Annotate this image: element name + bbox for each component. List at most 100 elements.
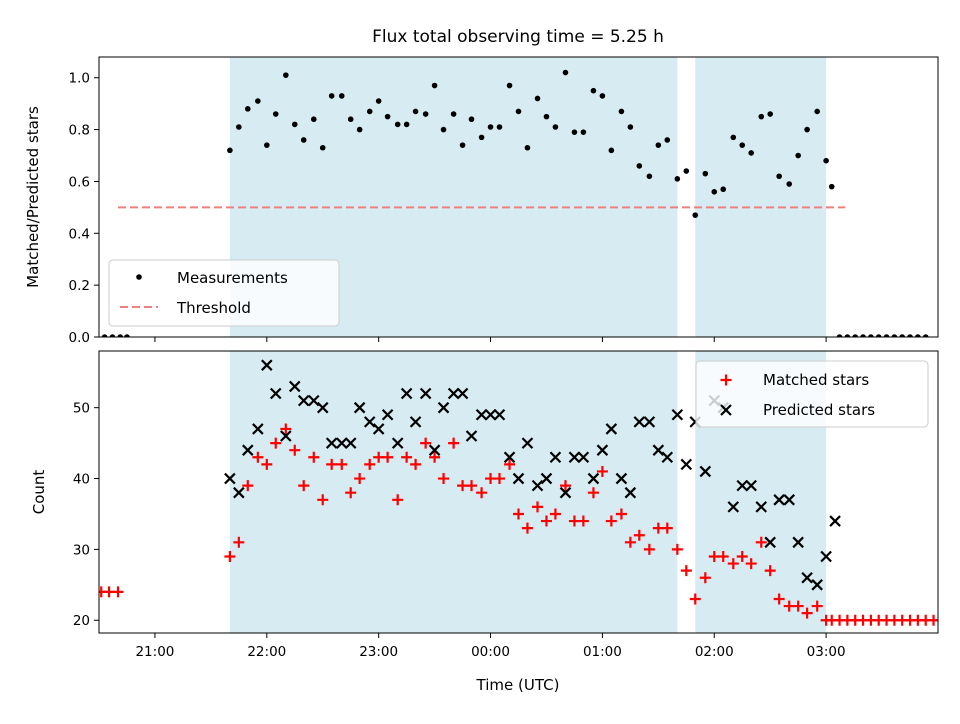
measurements-point: [899, 334, 906, 337]
measurements-point: [109, 334, 116, 337]
measurements-point: [922, 334, 929, 337]
matched-stars-point: [532, 501, 544, 513]
measurements-point: [300, 137, 307, 143]
matched-stars-point: [699, 572, 711, 584]
xtick-label: 22:00: [247, 644, 286, 660]
bottom-ylabel: Count: [30, 470, 48, 515]
top-axes-frame: [98, 56, 939, 338]
xtick-label: 21:00: [135, 644, 174, 660]
matched-stars-point: [671, 543, 683, 555]
matched-stars-point: [233, 536, 245, 548]
measurements-point: [347, 116, 354, 123]
predicted-stars-point: [456, 387, 469, 400]
matched-stars-point: [261, 458, 273, 470]
predicted-stars-point: [661, 451, 674, 464]
predicted-stars-point: [316, 401, 329, 414]
measurements-point: [907, 334, 913, 337]
top-ylabel: Matched/Predicted stars: [24, 106, 42, 288]
bottom-ytick-label: 30: [73, 542, 90, 558]
predicted-stars-point: [484, 408, 497, 421]
top-ytick-label: 0.6: [69, 174, 90, 190]
measurements-point: [468, 116, 475, 123]
predicted-stars-point: [344, 437, 357, 449]
top-ytick-label: 0.4: [69, 226, 90, 242]
measurements-point: [786, 181, 793, 187]
predicted-stars-point: [372, 423, 385, 435]
measurements-point: [758, 113, 765, 120]
matched-stars-point: [549, 508, 561, 520]
measurements-point: [431, 82, 438, 89]
predicted-stars-point: [280, 430, 292, 442]
bottom-legend: Matched stars Predicted stars: [695, 360, 929, 428]
matched-stars-point: [476, 487, 488, 499]
measurements-point: [664, 137, 671, 143]
predicted-stars-point: [801, 571, 813, 584]
measurements-point: [422, 111, 429, 117]
matched-stars-point: [504, 458, 516, 470]
predicted-stars-point: [512, 472, 525, 485]
predicted-stars-point: [820, 550, 832, 563]
predicted-stars-point: [615, 472, 628, 485]
predicted-stars-point: [288, 380, 301, 393]
measurements-point: [101, 334, 108, 337]
top-ytick-label: 0.8: [69, 123, 90, 139]
measurements-point: [459, 142, 466, 148]
measurements-point: [618, 108, 625, 115]
predicted-stars-point: [755, 501, 768, 513]
predicted-stars-point: [503, 451, 516, 464]
measurements-point: [711, 189, 718, 195]
matched-stars-point: [745, 558, 757, 570]
measurements-point: [692, 212, 699, 218]
matched-stars-point: [764, 565, 776, 577]
measurements-point: [748, 150, 754, 156]
measurements-point: [487, 124, 494, 130]
measurements-point: [828, 183, 835, 190]
matched-stars-point: [513, 508, 524, 520]
measurements-point: [702, 170, 709, 177]
measurements-point: [310, 116, 317, 123]
measurements-point: [264, 142, 270, 148]
bottom-axes-frame: [98, 350, 939, 634]
predicted-stars-point: [643, 416, 656, 428]
predicted-stars-point: [783, 494, 795, 506]
matched-stars-point: [643, 543, 655, 555]
matched-stars-point: [112, 586, 124, 598]
measurements-point: [730, 134, 737, 141]
predicted-stars-point: [596, 444, 609, 456]
measurements-point: [236, 124, 242, 130]
predicted-stars-point: [540, 472, 553, 485]
matched-stars-point: [354, 473, 366, 485]
matched-stars-point: [448, 437, 460, 449]
matched-stars-point: [559, 480, 571, 492]
measurements-point: [543, 113, 550, 120]
predicted-stars-point: [419, 387, 432, 400]
matched-stars-point: [773, 593, 785, 605]
measurements-point: [124, 334, 130, 337]
measurements-point: [478, 134, 485, 141]
measurements-point: [255, 98, 261, 104]
xtick-label: 23:00: [359, 644, 398, 660]
measurements-point: [636, 163, 643, 169]
matched-stars-point: [298, 480, 310, 492]
measurements-point: [562, 69, 569, 76]
measurements-point: [915, 334, 921, 337]
predicted-stars-point: [773, 494, 785, 506]
top-ytick-label: 0.0: [69, 330, 90, 346]
matched-stars-point: [420, 437, 432, 449]
measurements-point: [227, 147, 233, 154]
measurements-point: [655, 142, 662, 148]
matched-stars-legend-marker: [720, 374, 732, 386]
predicted-stars-point: [633, 416, 646, 428]
predicted-stars-point: [233, 486, 245, 499]
predicted-stars-point: [829, 515, 841, 527]
predicted-stars-point: [242, 444, 254, 456]
matched-stars-point: [717, 550, 729, 562]
predicted-stars-point: [652, 444, 665, 456]
predicted-stars-point: [549, 451, 562, 464]
predicted-stars-point: [699, 465, 712, 478]
predicted-stars-point: [559, 486, 572, 499]
predicted-stars-point: [363, 416, 376, 428]
matched-stars-point: [382, 451, 394, 463]
matched-stars-point: [270, 437, 282, 449]
measurements-point: [244, 106, 251, 112]
